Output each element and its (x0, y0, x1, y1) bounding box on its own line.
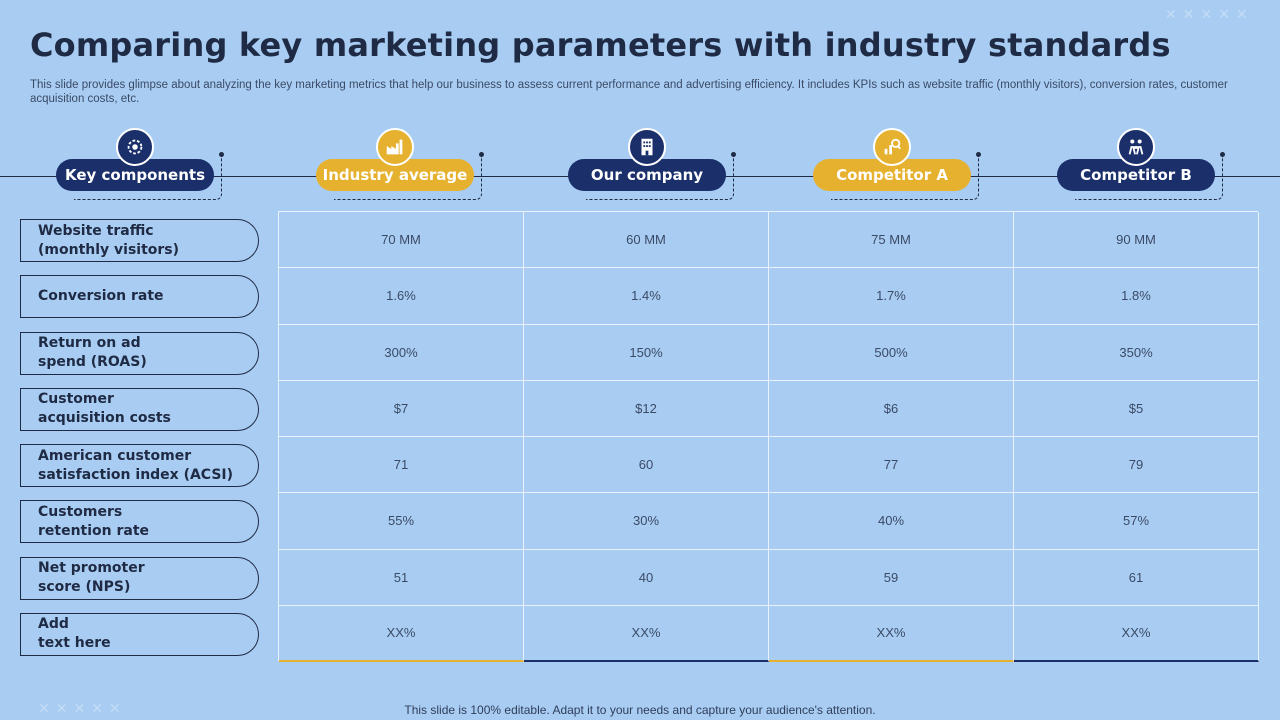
page-subtitle: This slide provides glimpse about analyz… (30, 79, 1228, 105)
table-cell: 40 (524, 549, 769, 606)
table-cell: 500% (769, 324, 1014, 381)
table-cell: 60 (524, 437, 769, 494)
gear-settings-icon (116, 128, 154, 166)
bracket-dot (219, 152, 224, 157)
table-cell: 1.8% (1014, 268, 1259, 325)
row-label: Return on ad spend (ROAS) (20, 331, 259, 375)
table-cell: 40% (769, 493, 1014, 550)
row-label: Website traffic (monthly visitors) (20, 219, 259, 262)
table-cell: $12 (524, 380, 769, 437)
table-cell: 57% (1014, 493, 1259, 550)
row-label: American customer satisfaction index (AC… (20, 444, 259, 487)
decorative-cross-pattern-top: ✕✕✕✕✕ (1165, 6, 1254, 22)
table-cell: 30% (524, 493, 769, 550)
table-cell: $7 (279, 380, 524, 437)
bracket-dot (1220, 152, 1225, 157)
column-header-3: Competitor A (813, 128, 981, 202)
table-cell: 61 (1014, 549, 1259, 606)
dashed-bracket (831, 156, 979, 200)
table-cell: 51 (279, 549, 524, 606)
column-header-1: Industry average (316, 128, 484, 202)
column-header-0: Key components (56, 128, 224, 202)
bracket-dot (479, 152, 484, 157)
column-header-4: Competitor B (1057, 128, 1225, 202)
table-cell: $6 (769, 380, 1014, 437)
decorative-cross-pattern-bottom: ✕✕✕✕✕ (38, 700, 127, 716)
row-label: Net promoter score (NPS) (20, 556, 259, 600)
row-label: Conversion rate (20, 275, 259, 319)
column-header-2: Our company (568, 128, 736, 202)
row-label: Customers retention rate (20, 500, 259, 544)
dashed-bracket (1075, 156, 1223, 200)
table-cell: 77 (769, 437, 1014, 494)
table-cell: 350% (1014, 324, 1259, 381)
column-header-label: Industry average (316, 159, 474, 191)
row-label: Customer acquisition costs (20, 387, 259, 431)
footer-note: This slide is 100% editable. Adapt it to… (404, 703, 876, 717)
office-building-icon (628, 128, 666, 166)
dashed-bracket (74, 156, 222, 200)
bracket-dot (976, 152, 981, 157)
table-cell: 1.7% (769, 268, 1014, 325)
dashed-bracket (334, 156, 482, 200)
table-cell: 60 MM (524, 212, 769, 269)
table-cell: XX% (769, 605, 1014, 662)
dashed-bracket (586, 156, 734, 200)
table-cell: 70 MM (279, 212, 524, 269)
table-cell: XX% (279, 605, 524, 662)
bracket-dot (731, 152, 736, 157)
team-meeting-icon (1117, 128, 1155, 166)
page-title: Comparing key marketing parameters with … (30, 26, 1171, 64)
factory-icon (376, 128, 414, 166)
comparison-table: 70 MM 60 MM 75 MM 90 MM 1.6% 1.4% 1.7% 1.8% 300%… (278, 211, 1259, 662)
analysis-chart-icon (873, 128, 911, 166)
table-cell: 75 MM (769, 212, 1014, 269)
table-cell: 1.6% (279, 268, 524, 325)
table-cell: 59 (769, 549, 1014, 606)
table-cell: 150% (524, 324, 769, 381)
table-cell: 90 MM (1014, 212, 1259, 269)
table-cell: $5 (1014, 380, 1259, 437)
table-cell: 55% (279, 493, 524, 550)
table-cell: XX% (524, 605, 769, 662)
row-label: Add text here (20, 612, 259, 656)
table-cell: 71 (279, 437, 524, 494)
table-cell: XX% (1014, 605, 1259, 662)
table-cell: 1.4% (524, 268, 769, 325)
table-cell: 300% (279, 324, 524, 381)
table-cell: 79 (1014, 437, 1259, 494)
